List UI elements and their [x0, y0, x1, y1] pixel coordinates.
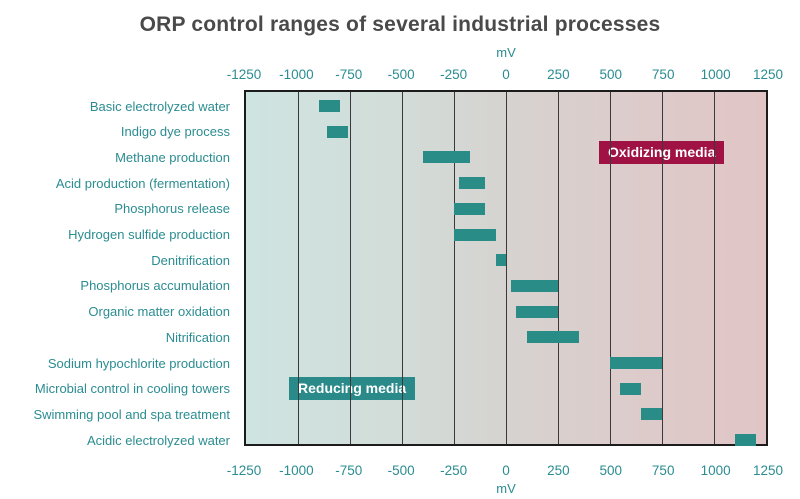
category-label: Nitrification	[165, 329, 230, 345]
gridline	[402, 92, 403, 444]
category-label: Phosphorus accumulation	[80, 278, 230, 294]
category-labels: Basic electrolyzed water Indigo dye proce…	[0, 90, 237, 448]
range-bar	[318, 100, 340, 112]
category-label: Denitrification	[151, 252, 230, 268]
category-label: Organic matter oxidation	[88, 304, 230, 320]
axis-tick-label: 250	[547, 463, 570, 478]
gridline	[454, 92, 455, 444]
gridline	[298, 92, 299, 444]
category-label: Indigo dye process	[120, 124, 230, 140]
range-bar	[454, 202, 486, 215]
axis-tick-label: 750	[651, 67, 675, 82]
axis-tick-label: 0	[502, 67, 510, 82]
category-label: Methane production	[115, 149, 230, 165]
gridline	[350, 92, 351, 444]
axis-tick-label: -1000	[279, 67, 314, 82]
category-label: Swimming pool and spa treatment	[33, 406, 230, 422]
plot-area: Oxidizing media Reducing media	[244, 90, 768, 447]
range-bar	[454, 228, 496, 241]
gridline	[506, 92, 507, 444]
axis-tick-label: -250	[440, 463, 468, 478]
range-bar	[620, 382, 642, 395]
category-label: Basic electrolyzed water	[89, 98, 230, 114]
axis-tick-label: 1250	[752, 463, 784, 478]
category-label: Sodium hypochlorite production	[47, 355, 230, 371]
axis-tick-label: -1250	[226, 67, 262, 82]
gridline	[714, 92, 715, 444]
axis-tick-label: 1000	[700, 463, 731, 478]
range-bar	[516, 305, 558, 318]
axis-tick-label: 500	[599, 67, 623, 82]
range-bar	[459, 177, 486, 190]
axis-tick-label: -1000	[279, 463, 314, 478]
gridline	[662, 92, 663, 444]
range-bar	[610, 357, 662, 369]
category-label: Phosphorus release	[114, 201, 230, 217]
gridline	[558, 92, 559, 444]
axis-tick-label: -750	[335, 463, 363, 478]
chart-title: ORP control ranges of several industrial…	[139, 13, 661, 36]
range-bar	[511, 279, 558, 292]
axis-tick-label: 1250	[752, 67, 784, 82]
axis-tick-label: 500	[599, 463, 623, 478]
category-label: Hydrogen sulfide production	[68, 227, 230, 242]
oxidizing-media-badge: Oxidizing media	[599, 141, 725, 164]
bottom-axis: -1250 -1000 -750 -500 -250 0 250 500 750 1000 1250…	[227, 452, 783, 498]
range-bar	[734, 434, 756, 447]
category-label: Microbial control in cooling towers	[34, 381, 230, 397]
top-axis: -1250 -1000 -750 -500 -250 0 250 500 750 1000 1250…	[227, 44, 783, 86]
axis-unit-label: mV	[496, 481, 516, 496]
range-bar	[526, 331, 579, 344]
category-label: Acidic electrolyzed water	[86, 432, 230, 448]
axis-tick-label: 250	[547, 67, 570, 82]
range-bar	[641, 408, 662, 421]
axis-tick-label: -500	[387, 463, 415, 478]
axis-tick-label: -750	[335, 67, 363, 82]
range-bar	[422, 151, 470, 164]
axis-tick-label: 750	[651, 463, 675, 478]
gridline	[610, 92, 611, 444]
axis-tick-label: -250	[440, 67, 468, 82]
range-bar	[495, 254, 506, 267]
axis-tick-label: -500	[387, 67, 415, 82]
reducing-media-badge: Reducing media	[289, 377, 416, 400]
axis-tick-label: 0	[502, 463, 510, 478]
category-label: Acid production (fermentation)	[55, 175, 230, 191]
range-bar	[327, 125, 348, 138]
axis-unit-label: mV	[496, 45, 516, 60]
axis-tick-label: -1250	[226, 463, 262, 478]
axis-tick-label: 1000	[700, 67, 731, 82]
